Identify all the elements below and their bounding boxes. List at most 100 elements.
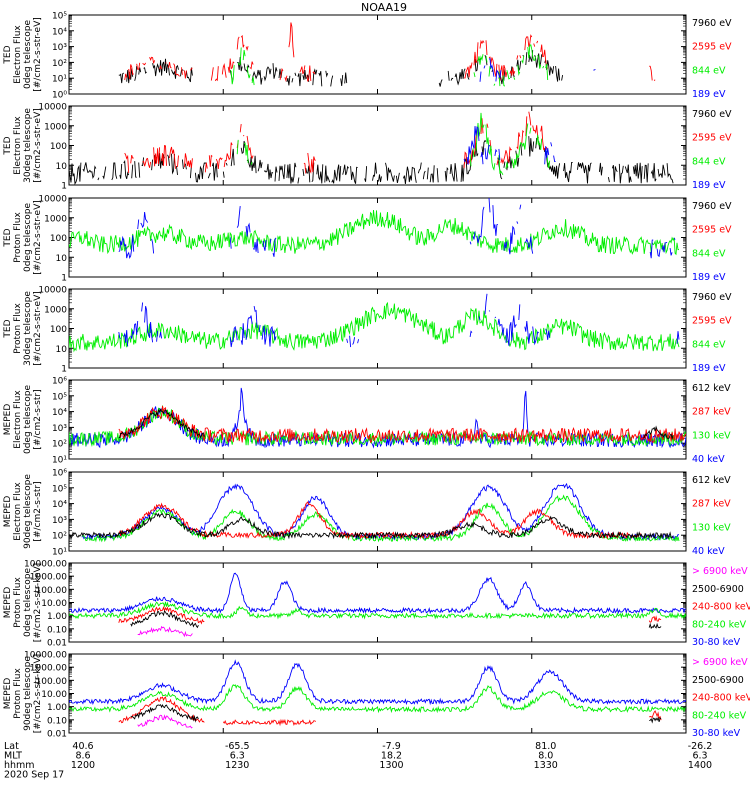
legend-entry: 2595 eV	[692, 133, 732, 144]
legend-entry: 189 eV	[692, 89, 726, 100]
data-layer	[69, 198, 679, 258]
series-green-trace	[69, 601, 686, 620]
figure-title: NOAA19	[361, 1, 407, 14]
legend-entry: 189 eV	[692, 272, 726, 283]
series-blue-trace	[463, 126, 556, 165]
y-tick-label: 10.00	[41, 599, 67, 609]
y-tick-label: 10²	[52, 440, 67, 450]
legend-entry: 2500-6900	[692, 675, 744, 686]
y-axis-label-line: Electron Flux	[13, 482, 23, 541]
x-row-value: 81.0	[535, 741, 556, 752]
legend-entry: 2500-6900	[692, 584, 744, 595]
y-axis-label-line: Proton Flux	[13, 303, 23, 354]
series-blue-trace	[81, 482, 680, 541]
x-row-value: 18.2	[381, 751, 402, 762]
x-row-label: hhmm	[4, 760, 35, 771]
y-tick-label: 10000.00	[24, 651, 67, 661]
series-red-trace	[124, 22, 656, 82]
x-row-value: -26.2	[688, 741, 713, 752]
y-tick-label: 10⁵	[52, 12, 67, 22]
y-tick-label: 10⁴	[52, 27, 67, 37]
y-tick-label: 10000.00	[24, 560, 67, 570]
panel-8: 0.010.101.0010.00100.001000.0010000.00ME…	[3, 651, 750, 740]
y-tick-label: 0.01	[47, 730, 67, 740]
data-layer	[69, 387, 686, 449]
x-axis-table: Lat 40.6 -65.5 -7.9 81.0 -26.2 MLT 8.6 6.3 18.2 8.…	[4, 741, 712, 781]
legend-entry: 2595 eV	[692, 316, 732, 327]
series-blue-trace	[69, 659, 686, 706]
data-layer	[69, 293, 680, 353]
legend-entry: 612 keV	[692, 383, 731, 394]
data-layer	[69, 659, 686, 729]
y-tick-label: 10⁵	[52, 484, 67, 494]
series-magenta-trace	[137, 625, 193, 638]
y-tick-label: 10	[56, 345, 68, 355]
legend-entry: 30-80 keV	[692, 637, 741, 648]
panel-frame	[68, 105, 687, 186]
legend-entry: 844 eV	[692, 248, 726, 259]
y-tick-label: 10⁴	[52, 500, 67, 510]
y-tick-label: 10²	[52, 59, 67, 69]
series-green-trace	[236, 112, 551, 176]
y-tick-label: 10	[56, 254, 68, 264]
y-tick-label: 1000	[44, 122, 67, 132]
y-tick-label: 1.00	[47, 612, 67, 622]
y-tick-label: 10⁶	[52, 469, 67, 479]
y-tick-label: 10⁶	[52, 377, 67, 387]
y-tick-label: 10⁰	[52, 91, 67, 101]
legend-entry: 7960 eV	[692, 201, 732, 212]
y-tick-label: 100.00	[36, 586, 68, 596]
series-red-trace	[118, 696, 662, 727]
y-axis-label-line: TED	[3, 319, 13, 338]
data-layer	[118, 22, 656, 87]
panel-6: 10¹ 10² 10³ 10⁴ 10⁵ 10⁶ MEPEDElectron Flux90de…	[3, 469, 731, 558]
series-green-trace	[69, 209, 680, 256]
series-green-trace	[229, 44, 549, 87]
x-row-value: 8.0	[538, 751, 553, 762]
legend-entry: 240-800 keV	[692, 693, 750, 704]
y-axis-label-line: 0deg telescope	[23, 385, 33, 455]
y-axis-label: MEPEDProton Flux0deg telescope[#/cm2-s-s…	[3, 563, 43, 642]
legend-entry: 80-240 keV	[692, 619, 747, 630]
panel-5: 10¹ 10² 10³ 10⁴ 10⁵ 10⁶ MEPEDElectron Flux0deg…	[3, 377, 731, 466]
y-axis-label-line: TED	[3, 45, 13, 64]
y-tick-label: 0.01	[47, 639, 67, 649]
series-black-trace	[130, 703, 662, 724]
y-axis-label: TEDProton Flux30deg telescope[#/cm2-s-st…	[3, 291, 43, 366]
y-axis-label-line: MEPED	[3, 678, 13, 710]
x-row-value: 6.3	[230, 751, 245, 762]
y-tick-label: 10000	[38, 103, 67, 113]
series-black-trace	[69, 136, 674, 185]
legend-entry: 189 eV	[692, 363, 726, 374]
x-row-label: MLT	[4, 751, 22, 762]
data-layer	[69, 482, 680, 543]
y-axis-label-line: MEPED	[3, 404, 13, 436]
y-axis-label-line: Electron Flux	[13, 390, 23, 449]
y-tick-label: 10	[56, 162, 68, 172]
y-tick-label: 10.00	[41, 690, 67, 700]
x-row-value: -65.5	[225, 741, 250, 752]
series-blue-trace	[118, 293, 680, 348]
y-axis-label-line: 90deg telescope	[23, 656, 33, 731]
panel-frame	[68, 471, 687, 552]
legend-entry: 130 keV	[692, 430, 731, 441]
legend-entry: 844 eV	[692, 339, 726, 350]
y-tick-label: 100.00	[36, 677, 68, 687]
y-axis-label: TEDElectron Flux30deg telescope[#/cm2-s-…	[3, 108, 43, 183]
x-row-value: 40.6	[72, 741, 93, 752]
y-tick-label: 10¹	[52, 456, 67, 466]
x-row-value: 8.6	[75, 751, 90, 762]
y-tick-label: 0.10	[47, 716, 67, 726]
x-row-value: 6.3	[692, 751, 707, 762]
legend-entry: > 6900 keV	[692, 566, 748, 577]
y-tick-label: 10³	[52, 424, 67, 434]
y-axis-label: TEDProton Flux0deg telescope[#/cm2-s-str…	[3, 200, 43, 275]
y-axis-label-line: [#/cm2-s-str]	[33, 481, 43, 541]
x-axis-date: 2020 Sep 17	[4, 770, 64, 781]
series-blue-trace	[69, 572, 686, 615]
series-green-trace	[81, 494, 680, 543]
